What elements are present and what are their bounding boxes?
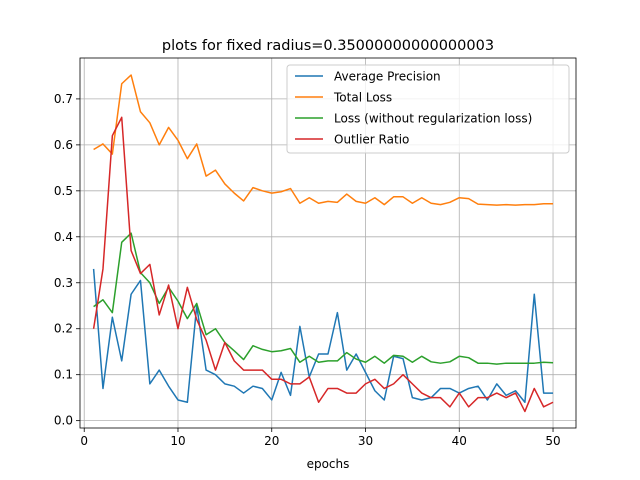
x-tick-label: 10 [170,434,185,448]
x-tick-label: 30 [358,434,373,448]
x-tick-label: 50 [545,434,560,448]
y-tick-label: 0.1 [54,368,73,382]
ticks: 0 10 20 30 40 50 0.0 0.1 0.2 0.3 0.4 0.5 0.6 0.7 [54,92,561,448]
y-tick-label: 0.7 [54,92,73,106]
y-tick-label: 0.3 [54,276,73,290]
y-tick-label: 0.5 [54,184,73,198]
legend-label: Total Loss [333,91,392,105]
legend-label: Outlier Ratio [334,133,409,147]
y-tick-label: 0.6 [54,138,73,152]
x-axis-label: epochs [307,457,350,471]
series-line-loss-without-regularization-loss [93,232,554,365]
x-tick-label: 0 [80,434,88,448]
series-line-outlier-ratio [92,116,554,413]
y-tick-label: 0.0 [54,414,73,428]
legend-label: Average Precision [334,70,441,84]
series-line-average-precision [92,268,554,404]
plot-frame [79,57,577,429]
x-tick-label: 20 [264,434,279,448]
series-line-total-loss [93,74,554,206]
legend-box [286,64,570,154]
x-tick-label: 40 [452,434,467,448]
chart-title: plots for fixed radius=0.350000000000000… [162,38,494,54]
y-tick-label: 0.2 [54,322,73,336]
series-layer [92,74,554,413]
legend: Average Precision Total Loss Loss (without… [286,64,570,154]
legend-label: Loss (without regularization loss) [334,112,532,126]
y-tick-label: 0.4 [54,230,73,244]
